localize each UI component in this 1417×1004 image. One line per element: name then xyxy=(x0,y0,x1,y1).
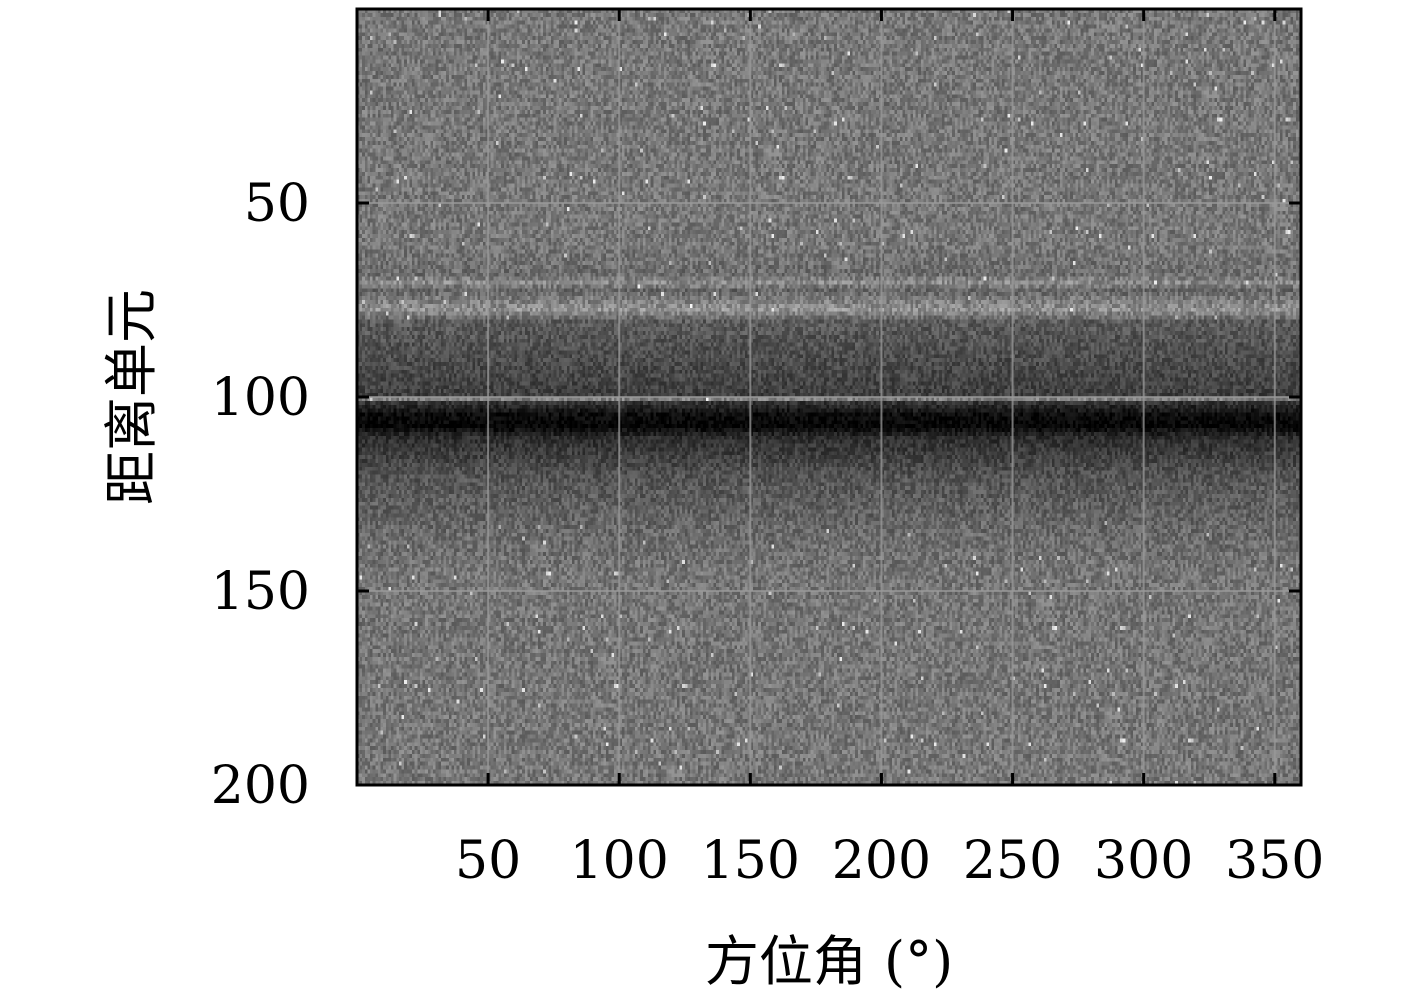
x-axis-title: 方位角 (°) xyxy=(705,930,953,993)
y-axis-title: 距离单元 xyxy=(100,289,163,505)
x-tick-label: 300 xyxy=(1094,831,1193,891)
x-tick-label: 50 xyxy=(455,831,521,891)
x-tick-label: 200 xyxy=(832,831,931,891)
x-tick-labels: 50 100 150 200 250 300 350 xyxy=(455,831,1324,891)
tick-marks xyxy=(357,9,1301,787)
x-tick-label: 150 xyxy=(701,831,800,891)
y-tick-label: 50 xyxy=(244,174,310,234)
y-tick-label: 100 xyxy=(211,368,310,428)
grid-lines xyxy=(357,9,1301,786)
x-tick-label: 250 xyxy=(963,831,1062,891)
y-tick-label: 150 xyxy=(211,562,310,622)
y-tick-labels: 50 100 150 200 xyxy=(211,174,310,816)
y-tick-label: 200 xyxy=(211,756,310,816)
x-tick-label: 350 xyxy=(1225,831,1324,891)
x-tick-label: 100 xyxy=(570,831,669,891)
